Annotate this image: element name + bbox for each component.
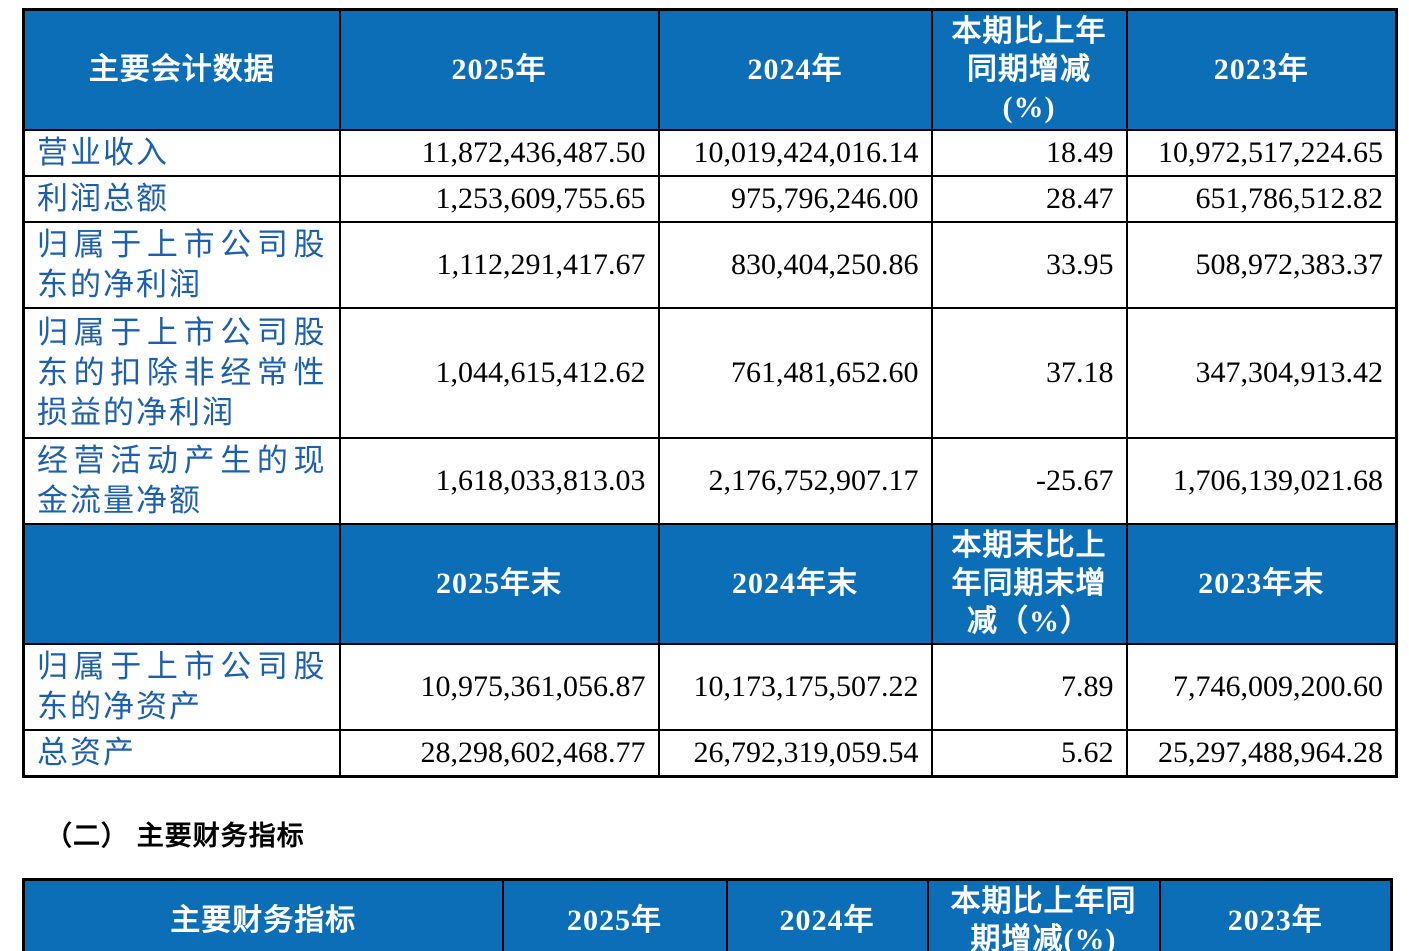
value-cell: 1,253,609,755.65 <box>338 175 660 223</box>
header-cell-2023-end: 2023年末 <box>1125 523 1398 645</box>
table-row: 归属于上市公司股东的净利润 1,112,291,417.67 830,404,2… <box>22 221 1398 309</box>
value-cell: 1,112,291,417.67 <box>338 221 660 309</box>
header-cell-2024-end: 2024年末 <box>657 523 933 645</box>
value-cell: 33.95 <box>930 221 1128 309</box>
value-cell: 10,972,517,224.65 <box>1125 129 1398 177</box>
row-label: 归属于上市公司股东的扣除非经常性损益的净利润 <box>22 307 341 439</box>
header-cell-blank <box>22 523 341 645</box>
value-cell: 651,786,512.82 <box>1125 175 1398 223</box>
header-cell-indicator: 主要财务指标 <box>22 878 504 951</box>
value-cell: 830,404,250.86 <box>657 221 933 309</box>
value-cell: 2,176,752,907.17 <box>657 437 933 525</box>
header-cell-2025: 2025年 <box>338 8 660 131</box>
table-header-row: 主要会计数据 2025年 2024年 本期比上年 同期增减 (%) 2023年 <box>22 8 1398 131</box>
value-cell: 10,019,424,016.14 <box>657 129 933 177</box>
table-row: 归属于上市公司股东的净资产 10,975,361,056.87 10,173,1… <box>22 643 1398 731</box>
row-label: 营业收入 <box>22 129 341 177</box>
header-cell-2023: 2023年 <box>1125 8 1398 131</box>
table-header-row: 主要财务指标 2025年 2024年 本期比上年同 期增减(%) 2023年 <box>22 878 1393 951</box>
main-accounting-data-table: 主要会计数据 2025年 2024年 本期比上年 同期增减 (%) 2023年 … <box>22 8 1398 778</box>
value-cell: 761,481,652.60 <box>657 307 933 439</box>
header-cell-end-yoy-change: 本期末比上 年同期末增 减（%） <box>930 523 1128 645</box>
table-header-row-period-end: 2025年末 2024年末 本期末比上 年同期末增 减（%） 2023年末 <box>22 523 1398 645</box>
value-cell: 25,297,488,964.28 <box>1125 729 1398 778</box>
header-cell-2025-end: 2025年末 <box>338 523 660 645</box>
header-cell-metric: 主要会计数据 <box>22 8 341 131</box>
value-cell: -25.67 <box>930 437 1128 525</box>
row-label: 归属于上市公司股东的净利润 <box>22 221 341 309</box>
table-row: 归属于上市公司股东的扣除非经常性损益的净利润 1,044,615,412.62 … <box>22 307 1398 439</box>
value-cell: 7,746,009,200.60 <box>1125 643 1398 731</box>
financial-indicators-table: 主要财务指标 2025年 2024年 本期比上年同 期增减(%) 2023年 基… <box>22 878 1393 951</box>
header-cell-2023: 2023年 <box>1158 878 1393 951</box>
value-cell: 1,044,615,412.62 <box>338 307 660 439</box>
value-cell: 1,706,139,021.68 <box>1125 437 1398 525</box>
table-row: 总资产 28,298,602,468.77 26,792,319,059.54 … <box>22 729 1398 778</box>
value-cell: 26,792,319,059.54 <box>657 729 933 778</box>
table-row: 营业收入 11,872,436,487.50 10,019,424,016.14… <box>22 129 1398 177</box>
header-cell-2024: 2024年 <box>657 8 933 131</box>
value-cell: 5.62 <box>930 729 1128 778</box>
value-cell: 10,173,175,507.22 <box>657 643 933 731</box>
value-cell: 28.47 <box>930 175 1128 223</box>
table-row: 利润总额 1,253,609,755.65 975,796,246.00 28.… <box>22 175 1398 223</box>
value-cell: 975,796,246.00 <box>657 175 933 223</box>
value-cell: 10,975,361,056.87 <box>338 643 660 731</box>
value-cell: 11,872,436,487.50 <box>338 129 660 177</box>
row-label: 归属于上市公司股东的净资产 <box>22 643 341 731</box>
value-cell: 1,618,033,813.03 <box>338 437 660 525</box>
row-label: 利润总额 <box>22 175 341 223</box>
table-row: 经营活动产生的现金流量净额 1,618,033,813.03 2,176,752… <box>22 437 1398 525</box>
value-cell: 347,304,913.42 <box>1125 307 1398 439</box>
row-label: 总资产 <box>22 729 341 778</box>
value-cell: 508,972,383.37 <box>1125 221 1398 309</box>
value-cell: 28,298,602,468.77 <box>338 729 660 778</box>
value-cell: 37.18 <box>930 307 1128 439</box>
section-heading: （二） 主要财务指标 <box>45 821 305 851</box>
value-cell: 18.49 <box>930 129 1128 177</box>
value-cell: 7.89 <box>930 643 1128 731</box>
row-label: 经营活动产生的现金流量净额 <box>22 437 341 525</box>
header-cell-2025: 2025年 <box>501 878 728 951</box>
header-cell-yoy-change: 本期比上年同 期增减(%) <box>926 878 1161 951</box>
header-cell-2024: 2024年 <box>725 878 929 951</box>
header-cell-yoy-change: 本期比上年 同期增减 (%) <box>930 8 1128 131</box>
